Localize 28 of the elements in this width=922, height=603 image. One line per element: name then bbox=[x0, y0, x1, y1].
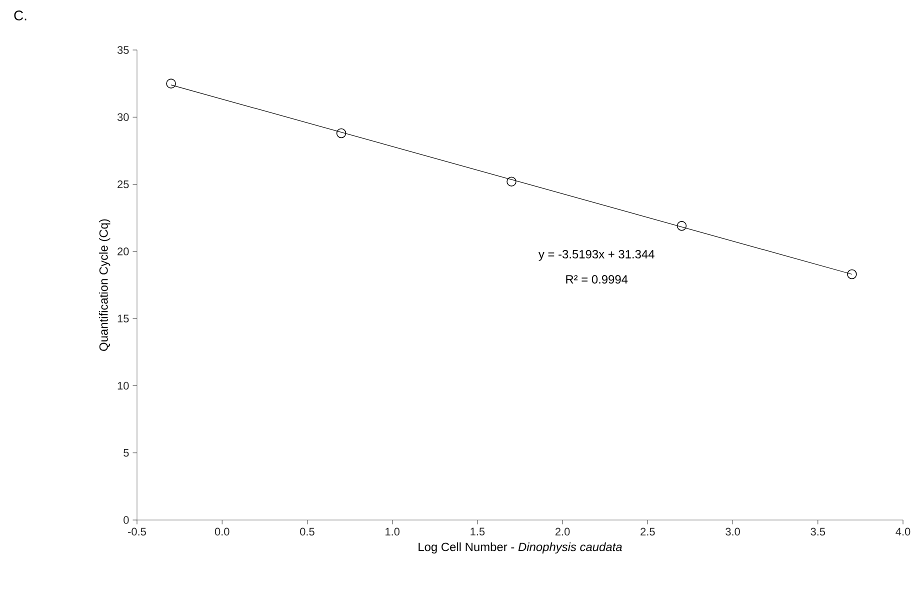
x-tick-label: 0.5 bbox=[300, 528, 314, 536]
x-tick-label: 1.5 bbox=[470, 528, 485, 536]
point bbox=[166, 78, 176, 88]
x-tick-label: 2.0 bbox=[555, 528, 570, 536]
y-tick-label: 35 bbox=[117, 46, 129, 54]
y-tick-label: 10 bbox=[118, 382, 129, 390]
x-tick-label: 3.5 bbox=[810, 528, 826, 536]
y-tick-label: 0 bbox=[124, 516, 129, 524]
x-axis-title: Log Cell Number - Dinophysis caudata bbox=[418, 542, 622, 554]
y-tick-label: 25 bbox=[118, 180, 129, 188]
annotation: R² = 0.9994 bbox=[566, 275, 628, 284]
x-tick-label: 0.0 bbox=[214, 528, 230, 536]
x-tick-label: 3.0 bbox=[726, 528, 740, 536]
y-tick-label: 30 bbox=[117, 113, 129, 122]
x-tick-label: 1.0 bbox=[386, 528, 400, 536]
x-tick-label: 4.0 bbox=[896, 528, 910, 536]
point bbox=[336, 128, 346, 138]
y-tick-label: 20 bbox=[118, 248, 129, 256]
x-tick-label: -0.5 bbox=[128, 528, 146, 536]
annotation: y = -3.5193x + 31.344 bbox=[538, 250, 654, 261]
x-tick-label: 2.5 bbox=[640, 528, 655, 536]
text: C. bbox=[14, 10, 26, 20]
y-tick-label: 5 bbox=[124, 449, 129, 457]
y-axis-title: Quantification Cycle (Cq) bbox=[99, 219, 110, 351]
point bbox=[676, 221, 687, 231]
point bbox=[506, 176, 516, 186]
y-tick-label: 15 bbox=[118, 314, 129, 322]
point bbox=[847, 269, 857, 280]
